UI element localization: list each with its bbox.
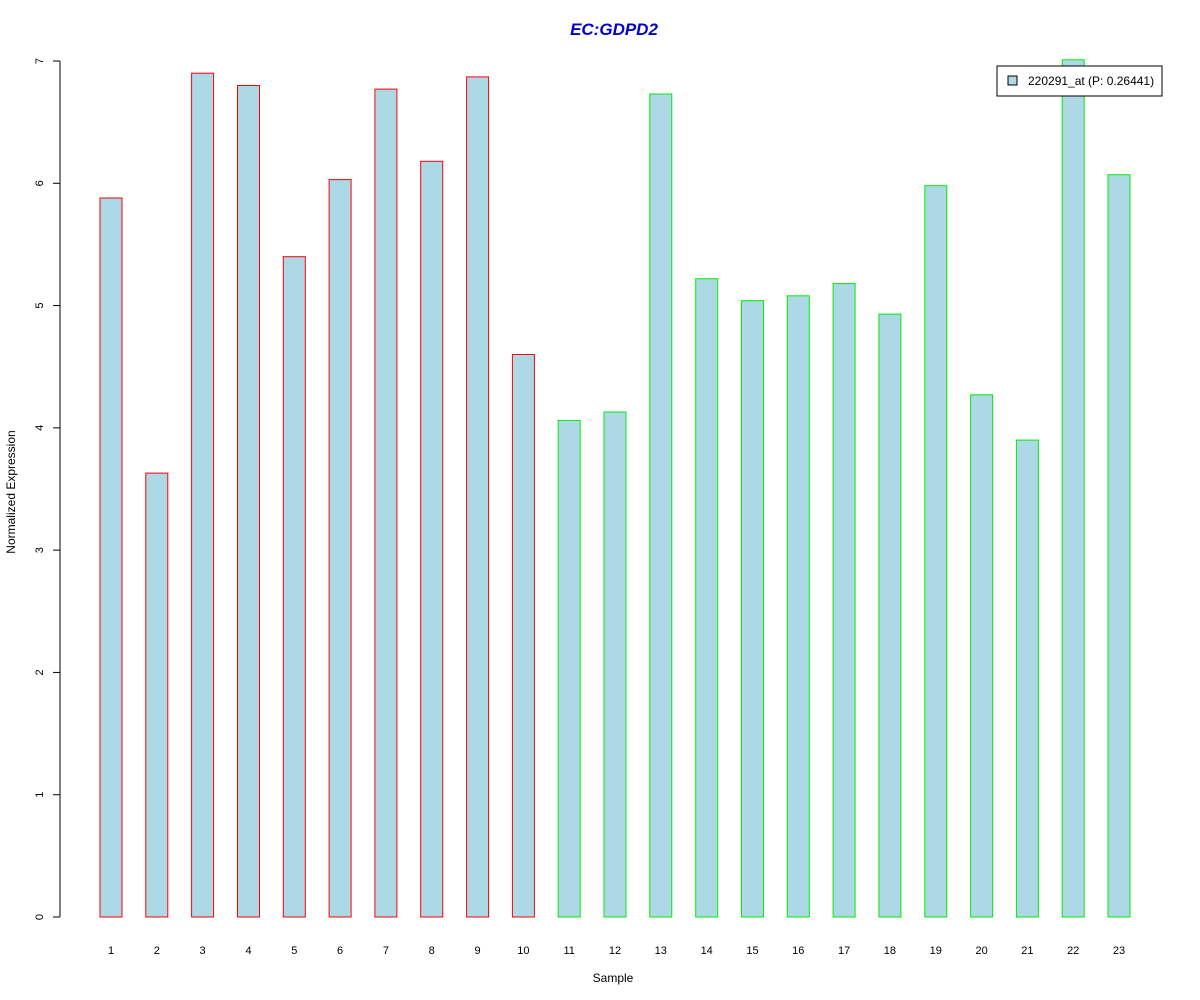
bar xyxy=(1015,439,1039,918)
bar xyxy=(145,472,169,918)
bar xyxy=(741,300,764,918)
x-tick-label: 12 xyxy=(609,945,621,957)
x-tick-label: 14 xyxy=(701,945,713,957)
x-tick-label: 5 xyxy=(291,945,297,957)
bar xyxy=(191,72,215,918)
x-tick-label: 22 xyxy=(1067,945,1079,957)
y-tick-label: 4 xyxy=(34,425,46,431)
bar xyxy=(237,85,260,918)
bar xyxy=(99,197,123,918)
bar xyxy=(603,411,627,918)
y-tick-label: 2 xyxy=(34,669,46,675)
legend-label: 220291_at (P: 0.26441) xyxy=(1028,74,1154,88)
y-tick-label: 3 xyxy=(34,547,46,553)
legend-swatch xyxy=(1007,75,1018,86)
y-tick-label: 1 xyxy=(34,792,46,798)
bar xyxy=(649,93,673,918)
x-tick-label: 16 xyxy=(792,945,804,957)
x-tick-label: 3 xyxy=(200,945,206,957)
x-tick-label: 13 xyxy=(655,945,667,957)
legend: 220291_at (P: 0.26441) xyxy=(996,65,1163,97)
x-tick-label: 8 xyxy=(429,945,435,957)
y-tick-label: 5 xyxy=(34,303,46,309)
x-tick-label: 9 xyxy=(475,945,481,957)
bar xyxy=(970,394,994,918)
bar xyxy=(557,420,581,918)
x-tick-label: 17 xyxy=(838,945,850,957)
y-tick-label: 6 xyxy=(34,180,46,186)
bar xyxy=(282,256,306,918)
bar xyxy=(374,88,398,918)
bar xyxy=(878,313,902,918)
legend-box xyxy=(996,65,1163,97)
bar xyxy=(466,76,490,918)
bar xyxy=(695,278,719,918)
y-tick-label: 7 xyxy=(34,58,46,64)
x-tick-label: 6 xyxy=(337,945,343,957)
bar xyxy=(1107,174,1131,918)
x-tick-label: 23 xyxy=(1113,945,1125,957)
x-tick-label: 15 xyxy=(746,945,758,957)
bar xyxy=(328,179,352,918)
x-axis-label: Sample xyxy=(592,971,634,985)
x-tick-label: 19 xyxy=(930,945,942,957)
x-tick-label: 4 xyxy=(245,945,251,957)
y-axis: 0 1 2 3 4 5 6 7 xyxy=(34,58,61,920)
y-tick-label: 0 xyxy=(34,914,46,920)
x-tick-label: 2 xyxy=(154,945,160,957)
x-tick-label: 21 xyxy=(1021,945,1033,957)
bar xyxy=(924,185,948,918)
bar xyxy=(420,160,444,918)
x-tick-labels: 1 2 3 4 5 6 7 8 9 10 11 12 13 14 15 16 17 18 19 20 21 22 23 xyxy=(108,945,1125,957)
x-tick-label: 20 xyxy=(975,945,987,957)
bar xyxy=(1061,59,1085,918)
bar xyxy=(786,295,810,918)
x-tick-label: 10 xyxy=(517,945,529,957)
x-tick-label: 11 xyxy=(563,945,574,957)
x-tick-label: 1 xyxy=(108,945,114,957)
bars xyxy=(99,59,1131,918)
x-tick-label: 7 xyxy=(383,945,389,957)
bar xyxy=(511,354,535,918)
x-tick-label: 18 xyxy=(884,945,896,957)
bar xyxy=(832,283,856,918)
chart-title: EC:GDPD2 xyxy=(570,20,658,39)
